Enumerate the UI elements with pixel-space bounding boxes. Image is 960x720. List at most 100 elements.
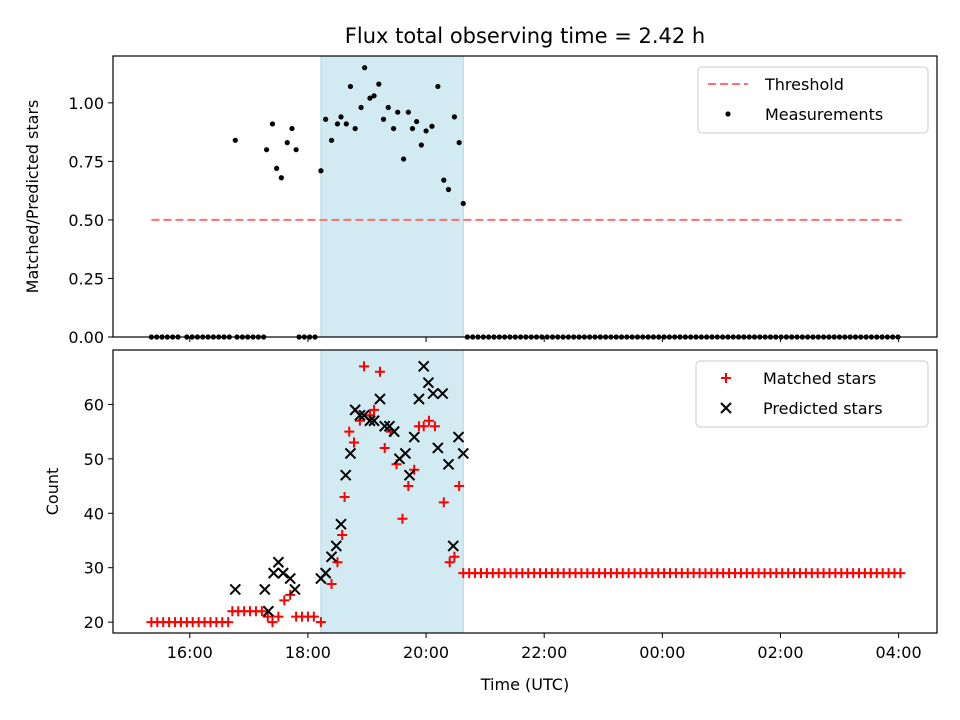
- measurement-point: [334, 121, 341, 127]
- measurement-point: [385, 104, 391, 111]
- measurement-point: [318, 168, 324, 174]
- predicted-star-point: [267, 567, 280, 579]
- matched-star-point: [223, 617, 234, 628]
- measurement-point: [460, 200, 466, 207]
- bottom-y-tick-label: 60: [84, 395, 104, 414]
- top-panel: 0.00 0.25 0.50 0.75 1.00 Matched/Predicted st…: [23, 55, 938, 347]
- predicted-star-point: [374, 393, 386, 405]
- matched-star-point: [262, 611, 273, 622]
- top-axes-frame: [112, 55, 938, 338]
- predicted-star-point: [354, 409, 366, 422]
- predicted-star-point: [403, 469, 416, 481]
- predicted-star-point: [452, 431, 465, 443]
- bottom-y-tick-label: 40: [84, 504, 104, 523]
- top-y-tick-label: 0.00: [68, 328, 104, 347]
- measurement-point: [232, 137, 238, 143]
- bottom-y-tick-label: 50: [84, 450, 104, 469]
- measurement-point: [289, 125, 295, 132]
- predicted-star-point: [447, 540, 459, 552]
- matched-star-point: [359, 361, 370, 372]
- predicted-star-point: [399, 447, 412, 460]
- x-tick-label: 04:00: [876, 643, 922, 662]
- measurement-point: [347, 83, 354, 90]
- predicted-star-point: [432, 442, 444, 454]
- matched-star-point: [418, 421, 429, 432]
- predicted-star-point: [259, 583, 271, 596]
- bottom-y-tick-label: 20: [84, 613, 104, 632]
- measurement-point: [328, 137, 335, 143]
- matched-star-point: [308, 611, 319, 622]
- x-tick-label: 00:00: [639, 643, 685, 662]
- x-tick-label: 22:00: [521, 643, 567, 662]
- predicted-star-point: [408, 431, 420, 443]
- predicted-star-point: [325, 551, 338, 563]
- predicted-star-point: [368, 415, 380, 427]
- legend-measurements-label: Measurements: [765, 105, 883, 124]
- legend-measurements-swatch: [725, 111, 731, 117]
- legend-predicted-stars-swatch: [720, 402, 732, 414]
- measurement-point: [367, 95, 373, 101]
- x-axis-label: Time (UTC): [480, 675, 569, 694]
- measurement-point: [293, 147, 299, 153]
- predicted-star-point: [364, 415, 376, 427]
- predicted-star-point: [335, 518, 347, 530]
- matched-star-point: [326, 579, 337, 590]
- measurement-point: [445, 186, 452, 193]
- measurement-point: [338, 114, 344, 120]
- x-tick-label: 18:00: [285, 643, 331, 662]
- measurement-point: [456, 140, 462, 146]
- matched-star-point: [285, 589, 296, 600]
- measurement-point: [323, 116, 329, 122]
- matched-star-point: [337, 530, 348, 541]
- legend-threshold-label: Threshold: [764, 75, 844, 94]
- matched-star-point: [279, 595, 290, 606]
- legend-matched-stars-swatch: [721, 373, 731, 383]
- matched-star-point: [315, 617, 326, 628]
- predicted-star-point: [272, 556, 285, 568]
- measurement-point: [284, 140, 290, 146]
- predicted-star-point: [388, 425, 400, 438]
- matched-star-point: [429, 421, 440, 432]
- measurement-point: [414, 118, 420, 125]
- measurement-point: [358, 104, 364, 111]
- predicted-star-point: [344, 447, 357, 460]
- measurement-point: [352, 125, 358, 132]
- measurement-point: [269, 121, 276, 127]
- measurement-point: [274, 165, 280, 171]
- matched-star-point: [256, 606, 267, 617]
- predicted-star-point: [436, 387, 449, 400]
- predicted-star-point: [413, 393, 425, 405]
- predicted-star-point: [422, 376, 435, 389]
- measurement-point: [395, 109, 401, 115]
- bottom-panel: 20 30 40 50 60 16:00 18:00 20:00 22:00 00:00 02:00…: [43, 349, 938, 694]
- x-tick-label: 20:00: [403, 643, 449, 662]
- bottom-y-tick-label: 30: [84, 559, 104, 578]
- measurement-point: [418, 142, 424, 148]
- top-y-tick-label: 0.75: [68, 152, 104, 171]
- matched-star-point: [339, 491, 350, 502]
- figure-title: Flux total observing time = 2.42 h: [345, 24, 705, 48]
- top-y-tick-label: 1.00: [68, 94, 104, 113]
- top-y-tick-label: 0.50: [68, 211, 104, 230]
- matched-star-point: [397, 513, 408, 524]
- top-y-axis-label: Matched/Predicted stars: [23, 100, 42, 294]
- measurement-point: [371, 93, 377, 99]
- legend-predicted-stars-label: Predicted stars: [763, 399, 883, 418]
- matched-star-point: [454, 481, 465, 492]
- predicted-star-point: [442, 458, 455, 470]
- measurement-point: [343, 121, 349, 127]
- bottom-axes-frame: [112, 349, 938, 634]
- predicted-star-point: [457, 447, 469, 460]
- top-y-tick-label: 0.25: [68, 269, 104, 288]
- measurement-point: [429, 123, 435, 129]
- predicted-star-point: [330, 540, 342, 552]
- matched-star-point: [344, 426, 355, 437]
- x-tick-label: 02:00: [757, 643, 803, 662]
- matched-star-point: [332, 557, 343, 568]
- measurement-point: [405, 109, 411, 115]
- matched-star-point: [449, 551, 460, 562]
- measurement-point: [278, 175, 284, 181]
- matched-star-point: [374, 366, 385, 377]
- measurement-point: [409, 125, 416, 132]
